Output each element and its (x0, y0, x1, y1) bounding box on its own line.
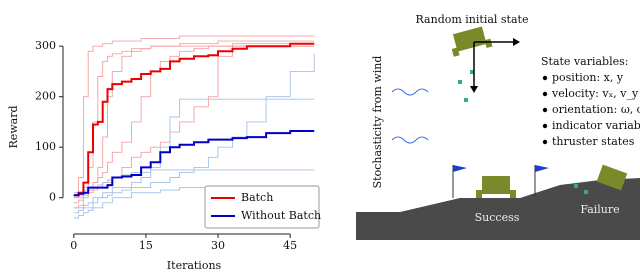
bullet (542, 123, 548, 129)
particles (458, 70, 588, 194)
run-line (73, 98, 315, 209)
lander-failure (596, 164, 628, 191)
initial-state-label: Random initial state (416, 13, 529, 26)
flag (535, 165, 549, 172)
success-label: Success (475, 211, 520, 224)
x-axis-label: Iterations (167, 259, 222, 272)
lander-success (476, 176, 516, 198)
wind-label: Stochasticity from wind (371, 56, 384, 189)
state-title: State variables: (541, 55, 628, 68)
failure-label: Failure (580, 203, 619, 216)
state-item: position: x, y (552, 71, 624, 84)
arrow-head (513, 38, 520, 46)
y-tick-label: 300 (35, 39, 56, 52)
wind (391, 88, 429, 96)
run-line (73, 43, 315, 209)
series-line (73, 130, 315, 197)
lander-initial (451, 26, 493, 57)
state-item: thruster states (552, 135, 635, 148)
y-tick-label: 200 (35, 90, 56, 103)
bullet (542, 75, 548, 81)
y-tick-label: 0 (49, 191, 56, 204)
terrain (356, 178, 640, 240)
bullet (542, 91, 548, 97)
flag (453, 165, 467, 172)
y-tick-label: 100 (35, 140, 56, 153)
lander-diagram: Random initial state Stochasticity from … (356, 13, 640, 240)
run-line (73, 35, 315, 199)
run-line (73, 45, 315, 199)
x-tick-label: 30 (211, 239, 225, 252)
reward-chart: 0 100 200 300 0 15 30 45 Iterations Reward Batch Wi… (7, 35, 321, 272)
state-item: orientation: ω, ω̇ (552, 103, 640, 116)
x-tick-label: 0 (70, 239, 77, 252)
bullet (542, 139, 548, 145)
state-item: indicator variables (552, 119, 640, 132)
wind (391, 136, 429, 144)
legend-label: Without Batch (241, 209, 321, 222)
x-tick-label: 15 (139, 239, 153, 252)
arrow-head (470, 86, 478, 93)
state-item: velocity: vₓ, v_y (551, 87, 639, 100)
bullet (542, 107, 548, 113)
y-axis-label: Reward (7, 105, 20, 148)
legend-box (204, 185, 320, 229)
series-line (73, 42, 315, 197)
legend-label: Batch (241, 191, 273, 204)
x-tick-label: 45 (283, 239, 297, 252)
